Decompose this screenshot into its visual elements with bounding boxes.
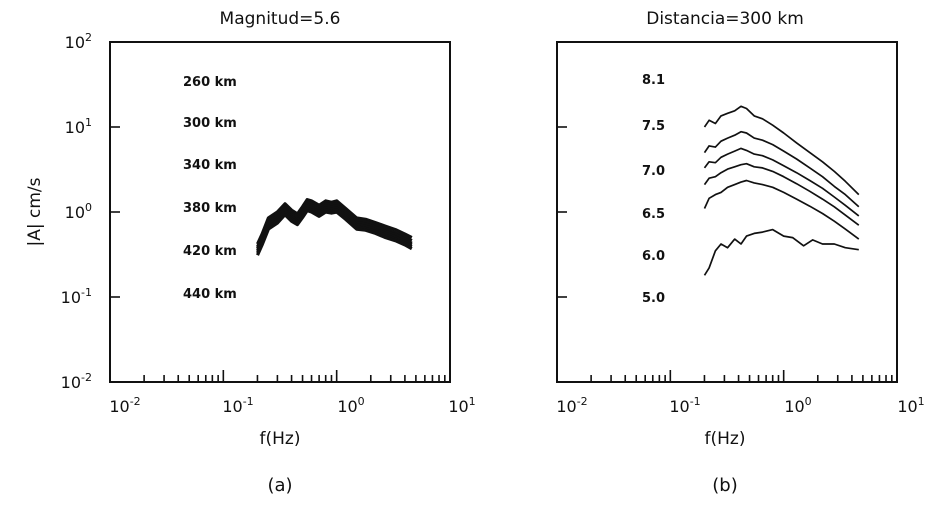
- panel-b-curve-label: 6.0: [642, 249, 665, 264]
- panel-a-curve-label: 260 km: [183, 75, 237, 90]
- panel-b-xtick-label: 10-1: [669, 395, 700, 416]
- panel-a-series: [256, 198, 413, 256]
- panel-b-curve-label: 7.0: [642, 164, 665, 179]
- panel-a-curve-label: 420 km: [183, 244, 237, 259]
- panel-a-curve-label: 380 km: [183, 201, 237, 216]
- panel-b-series: [703, 105, 860, 276]
- panel-a-ytick-label: 101: [65, 116, 92, 137]
- panel-b-title: Distancia=300 km: [646, 9, 804, 29]
- series-line-8-1: [703, 105, 860, 196]
- panel-a-ytick-label: 100: [65, 201, 92, 222]
- panel-a-sublabel: (a): [267, 475, 292, 496]
- panel-a-curve-label: 340 km: [183, 158, 237, 173]
- panel-b-xlabel: f(Hz): [705, 429, 746, 449]
- panel-a-xtick-label: 101: [448, 395, 475, 416]
- series-line-260-km: [256, 198, 413, 245]
- panel-b-curve-label: 8.1: [642, 73, 665, 88]
- panel-a-curve-label: 300 km: [183, 116, 237, 131]
- panel-a-xtick-label: 10-1: [222, 395, 253, 416]
- series-line-7-5: [703, 130, 860, 208]
- panel-b-xtick-label: 100: [784, 395, 811, 416]
- series-line-5-0: [703, 228, 859, 276]
- series-line-7-0: [703, 147, 860, 217]
- panel-b: Distancia=300 km 10-2 10-1 100 101 f(Hz)…: [556, 9, 925, 496]
- series-line-6-0: [703, 179, 860, 240]
- panel-b-xtick-label: 101: [897, 395, 924, 416]
- panel-a-ytick-label: 10-2: [61, 371, 92, 392]
- panel-a-curve-label: 440 km: [183, 287, 237, 302]
- panel-a-title: Magnitud=5.6: [220, 9, 341, 29]
- series-line-440-km: [256, 209, 413, 256]
- series-line-6-5: [703, 162, 860, 226]
- panel-b-frame: [556, 41, 898, 383]
- panel-b-curve-label: 5.0: [642, 291, 665, 306]
- panel-b-curve-label: 7.5: [642, 119, 665, 134]
- panel-a-xlabel: f(Hz): [260, 429, 301, 449]
- panel-a: Magnitud=5.6 102 101 100 10-1 10-2 10-2 …: [25, 9, 476, 496]
- panel-b-ticks: [556, 126, 893, 382]
- panel-b-sublabel: (b): [712, 475, 737, 496]
- panel-a-xtick-label: 10-2: [109, 395, 140, 416]
- panel-b-curve-label: 6.5: [642, 207, 665, 222]
- panel-a-ytick-label: 102: [65, 31, 92, 52]
- panel-a-ticks: [109, 126, 446, 382]
- panel-b-xtick-label: 10-2: [556, 395, 587, 416]
- panel-a-xtick-label: 100: [337, 395, 364, 416]
- panel-a-ytick-label: 10-1: [61, 286, 92, 307]
- panel-a-ylabel: |A| cm/s: [25, 177, 45, 246]
